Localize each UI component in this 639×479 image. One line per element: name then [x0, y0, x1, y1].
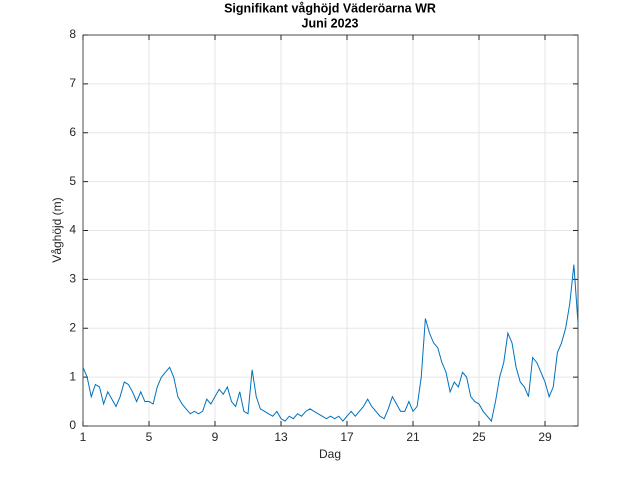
y-tick-label: 1: [69, 369, 76, 383]
x-tick-label: 9: [212, 430, 219, 444]
x-tick-label: 21: [406, 430, 420, 444]
y-tick-label: 7: [69, 76, 76, 90]
y-axis-label: Våghöjd (m): [50, 197, 64, 262]
x-tick-label: 5: [146, 430, 153, 444]
y-tick-label: 0: [69, 418, 76, 432]
y-tick-label: 4: [69, 223, 76, 237]
y-tick-label: 5: [69, 174, 76, 188]
data-line: [82, 264, 579, 423]
y-tick-label: 3: [69, 272, 76, 286]
chart-title: Signifikant våghöjd Väderöarna WR: [224, 1, 436, 15]
y-tick-label: 6: [69, 125, 76, 139]
y-tick-label: 2: [69, 320, 76, 334]
x-tick-label: 13: [274, 430, 288, 444]
chart-subtitle: Juni 2023: [302, 16, 359, 30]
x-tick-label: 29: [538, 430, 552, 444]
x-tick-label: 1: [80, 430, 87, 444]
axes-box: [82, 34, 579, 427]
x-tick-label: 25: [472, 430, 486, 444]
y-tick-label: 8: [69, 27, 76, 41]
x-axis-label: Dag: [319, 447, 341, 461]
x-tick-label: 17: [340, 430, 354, 444]
